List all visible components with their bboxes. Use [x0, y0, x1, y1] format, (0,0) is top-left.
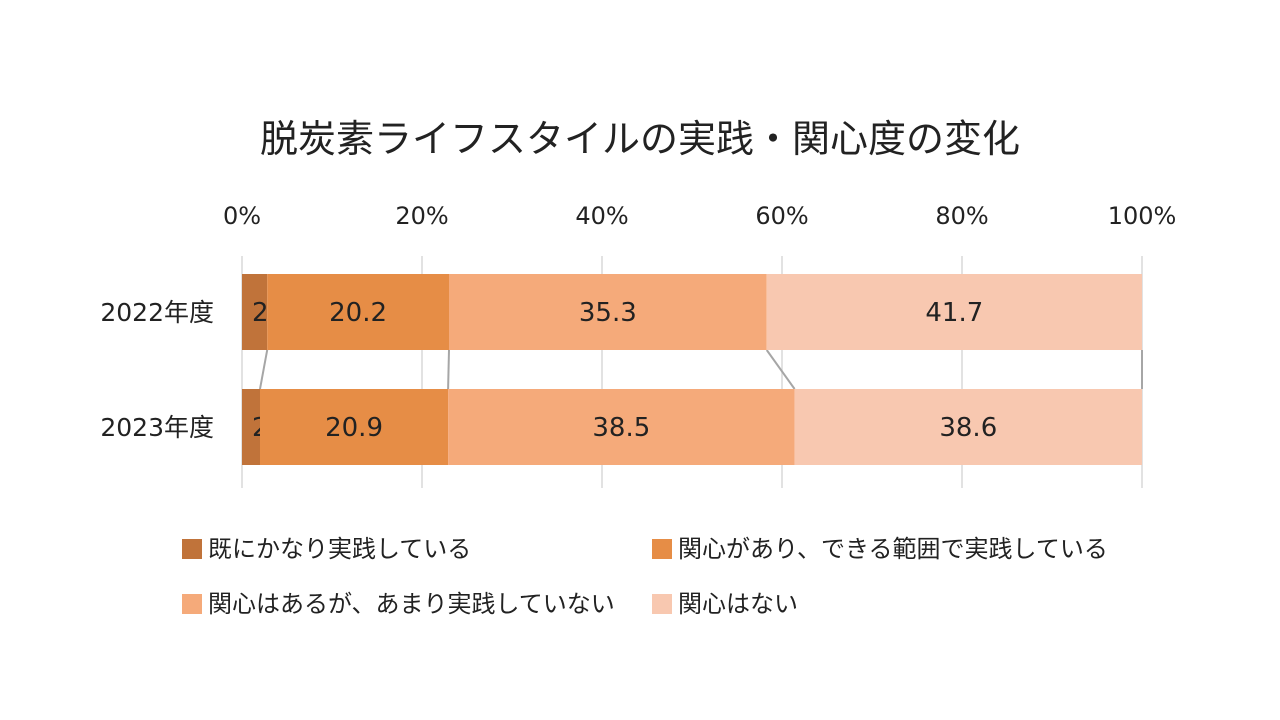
bar-segment [794, 389, 1142, 465]
bars: 2.820.235.341.72.020.938.538.6 [242, 274, 1142, 465]
series-connector-lines [259, 349, 1143, 390]
legend-label: 関心があり、できる範囲で実践している [678, 535, 1108, 563]
data-label: 20.2 [329, 298, 387, 328]
x-tick-label: 20% [395, 202, 448, 230]
legend-swatch [182, 539, 202, 559]
series-line [447, 349, 450, 390]
bar-segment [242, 274, 268, 350]
bar-segment [260, 389, 449, 465]
series-line [259, 349, 269, 390]
category-labels: 2022年度 2023年度 [100, 298, 214, 442]
x-tick-label: 40% [575, 202, 628, 230]
x-tick-label: 100% [1108, 202, 1177, 230]
bar-segment [267, 274, 449, 350]
bar-segment [448, 389, 795, 465]
data-label: 38.5 [592, 413, 650, 443]
x-tick-label: 60% [755, 202, 808, 230]
category-label: 2022年度 [100, 298, 214, 327]
legend: 既にかなり実践している 関心があり、できる範囲で実践している関心はあるが、あまり実… [182, 535, 1108, 618]
legend-swatch [652, 594, 672, 614]
data-label: 20.9 [325, 413, 383, 443]
legend-label: 関心はない [678, 590, 798, 618]
chart-title: 脱炭素ライフスタイルの実践・関心度の変化 [260, 117, 1020, 161]
x-tick-label: 80% [935, 202, 988, 230]
data-label: 35.3 [579, 298, 637, 328]
legend-swatch [652, 539, 672, 559]
bar-segment [449, 274, 767, 350]
category-label: 2023年度 [100, 413, 214, 442]
bar-segment [766, 274, 1142, 350]
legend-swatch [182, 594, 202, 614]
x-axis-tick-labels: 0% 20% 40% 60% 80% 100% [223, 202, 1176, 230]
data-label: 38.6 [939, 413, 997, 443]
legend-label: 既にかなり実践している [208, 535, 471, 563]
data-label: 41.7 [925, 298, 983, 328]
bar-segment [242, 389, 260, 465]
legend-label: 関心はあるが、あまり実践していない [208, 590, 615, 618]
x-tick-label: 0% [223, 202, 261, 230]
series-line [765, 349, 796, 390]
